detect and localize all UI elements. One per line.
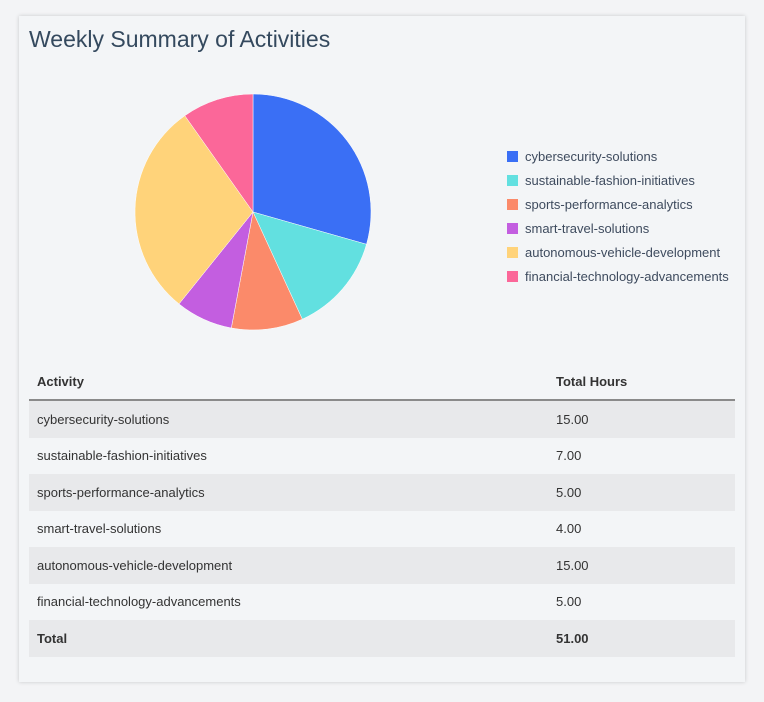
table-row: cybersecurity-solutions 15.00: [29, 400, 735, 438]
legend-swatch: [507, 174, 518, 186]
hours-cell: 5.00: [548, 474, 735, 511]
legend-label: cybersecurity-solutions: [525, 148, 658, 164]
legend-label: financial-technology-advancements: [525, 268, 729, 284]
legend-swatch: [507, 222, 518, 234]
header-activity: Activity: [29, 364, 548, 401]
page-title: Weekly Summary of Activities: [29, 26, 331, 52]
table-row: financial-technology-advancements 5.00: [29, 584, 735, 621]
table-total-row: Total 51.00: [29, 620, 735, 657]
activity-cell: sustainable-fashion-initiatives: [37, 448, 207, 464]
hours-cell: 7.00: [556, 448, 582, 464]
chart-legend: cybersecurity-solutions sustainable-fashi…: [507, 144, 729, 288]
table-row: sports-performance-analytics 5.00: [29, 474, 735, 511]
summary-card: Weekly Summary of Activities cybersecuri…: [19, 16, 745, 682]
activity-cell: Total: [29, 620, 548, 657]
table-row: sustainable-fashion-initiatives 7.00: [29, 438, 735, 475]
legend-swatch: [507, 270, 518, 282]
legend-label: smart-travel-solutions: [525, 220, 650, 236]
activity-cell: autonomous-vehicle-development: [29, 547, 548, 584]
hours-cell: 4.00: [556, 521, 582, 537]
table-row: smart-travel-solutions 4.00: [29, 511, 735, 548]
legend-label: sustainable-fashion-initiatives: [525, 172, 695, 188]
pie-slice-autonomous-vehicle-development[interactable]: [134, 115, 254, 305]
legend-item[interactable]: autonomous-vehicle-development: [507, 240, 729, 264]
legend-swatch: [507, 198, 518, 210]
legend-swatch: [507, 246, 518, 258]
legend-item[interactable]: smart-travel-solutions: [507, 216, 729, 240]
legend-swatch: [507, 150, 518, 162]
activity-cell: financial-technology-advancements: [37, 594, 241, 610]
legend-item[interactable]: financial-technology-advancements: [507, 264, 729, 288]
hours-cell: 51.00: [548, 620, 735, 657]
legend-label: sports-performance-analytics: [525, 196, 693, 212]
hours-cell: 15.00: [548, 547, 735, 584]
legend-label: autonomous-vehicle-development: [525, 244, 721, 260]
activity-cell: smart-travel-solutions: [37, 521, 162, 537]
pie-slice-sustainable-fashion-initiatives[interactable]: [252, 211, 367, 320]
table-header-row: Activity Total Hours: [29, 364, 735, 401]
pie-chart: [134, 93, 372, 331]
pie-slice-financial-technology-advancements[interactable]: [184, 93, 254, 213]
table-row: autonomous-vehicle-development 15.00: [29, 547, 735, 584]
activity-cell: sports-performance-analytics: [29, 474, 548, 511]
header-total-hours: Total Hours: [548, 364, 735, 401]
legend-item[interactable]: sports-performance-analytics: [507, 192, 729, 216]
hours-cell: 15.00: [548, 400, 735, 438]
pie-slice-sports-performance-analytics[interactable]: [231, 211, 303, 331]
activity-table: Activity Total Hours cybersecurity-solut…: [29, 364, 735, 657]
pie-slice-cybersecurity-solutions[interactable]: [252, 93, 372, 245]
hours-cell: 5.00: [556, 594, 582, 610]
legend-item[interactable]: sustainable-fashion-initiatives: [507, 168, 729, 192]
activity-cell: cybersecurity-solutions: [29, 400, 548, 438]
legend-item[interactable]: cybersecurity-solutions: [507, 144, 729, 168]
